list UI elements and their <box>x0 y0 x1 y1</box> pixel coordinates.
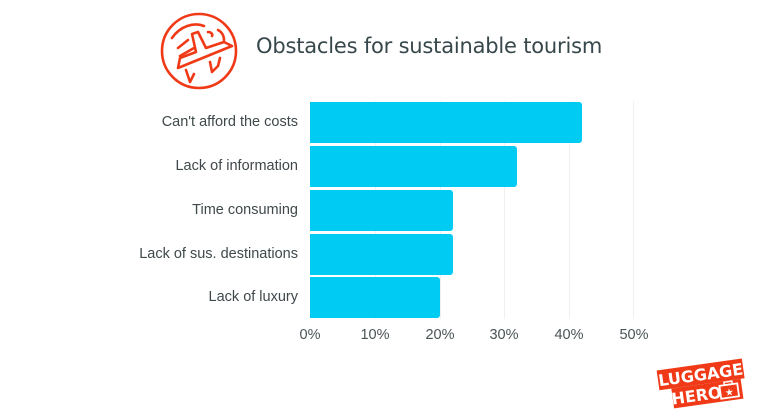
category-label: Lack of luxury <box>208 289 298 305</box>
bar-lack-of-sus-destinations <box>310 234 453 275</box>
category-label: Can't afford the costs <box>161 114 298 130</box>
category-label: Lack of sus. destinations <box>139 246 298 262</box>
x-tick-label: 0% <box>299 327 321 343</box>
bar-cant-afford-costs <box>310 102 583 143</box>
gridline <box>569 101 571 319</box>
x-tick-label: 10% <box>360 327 390 343</box>
x-tick-label: 30% <box>489 327 519 343</box>
x-tick-label: 20% <box>425 327 455 343</box>
x-tick-label: 40% <box>554 327 584 343</box>
plot-area <box>310 101 634 319</box>
gridline <box>633 101 634 319</box>
luggage-hero-logo: LUGGAGE HERO ★ <box>656 358 745 409</box>
category-label: Lack of information <box>175 158 298 174</box>
gridline <box>504 101 506 319</box>
category-label: Time consuming <box>192 202 298 218</box>
chart-title: Obstacles for sustainable tourism <box>256 34 603 58</box>
bar-lack-of-luxury <box>310 277 440 318</box>
bar-lack-of-information <box>310 146 518 187</box>
suitcase-star-icon: ★ <box>718 380 741 400</box>
bar-time-consuming <box>310 190 453 231</box>
x-tick-label: 50% <box>619 327 649 343</box>
svg-text:★: ★ <box>724 387 734 399</box>
airplane-globe-icon <box>160 12 238 90</box>
